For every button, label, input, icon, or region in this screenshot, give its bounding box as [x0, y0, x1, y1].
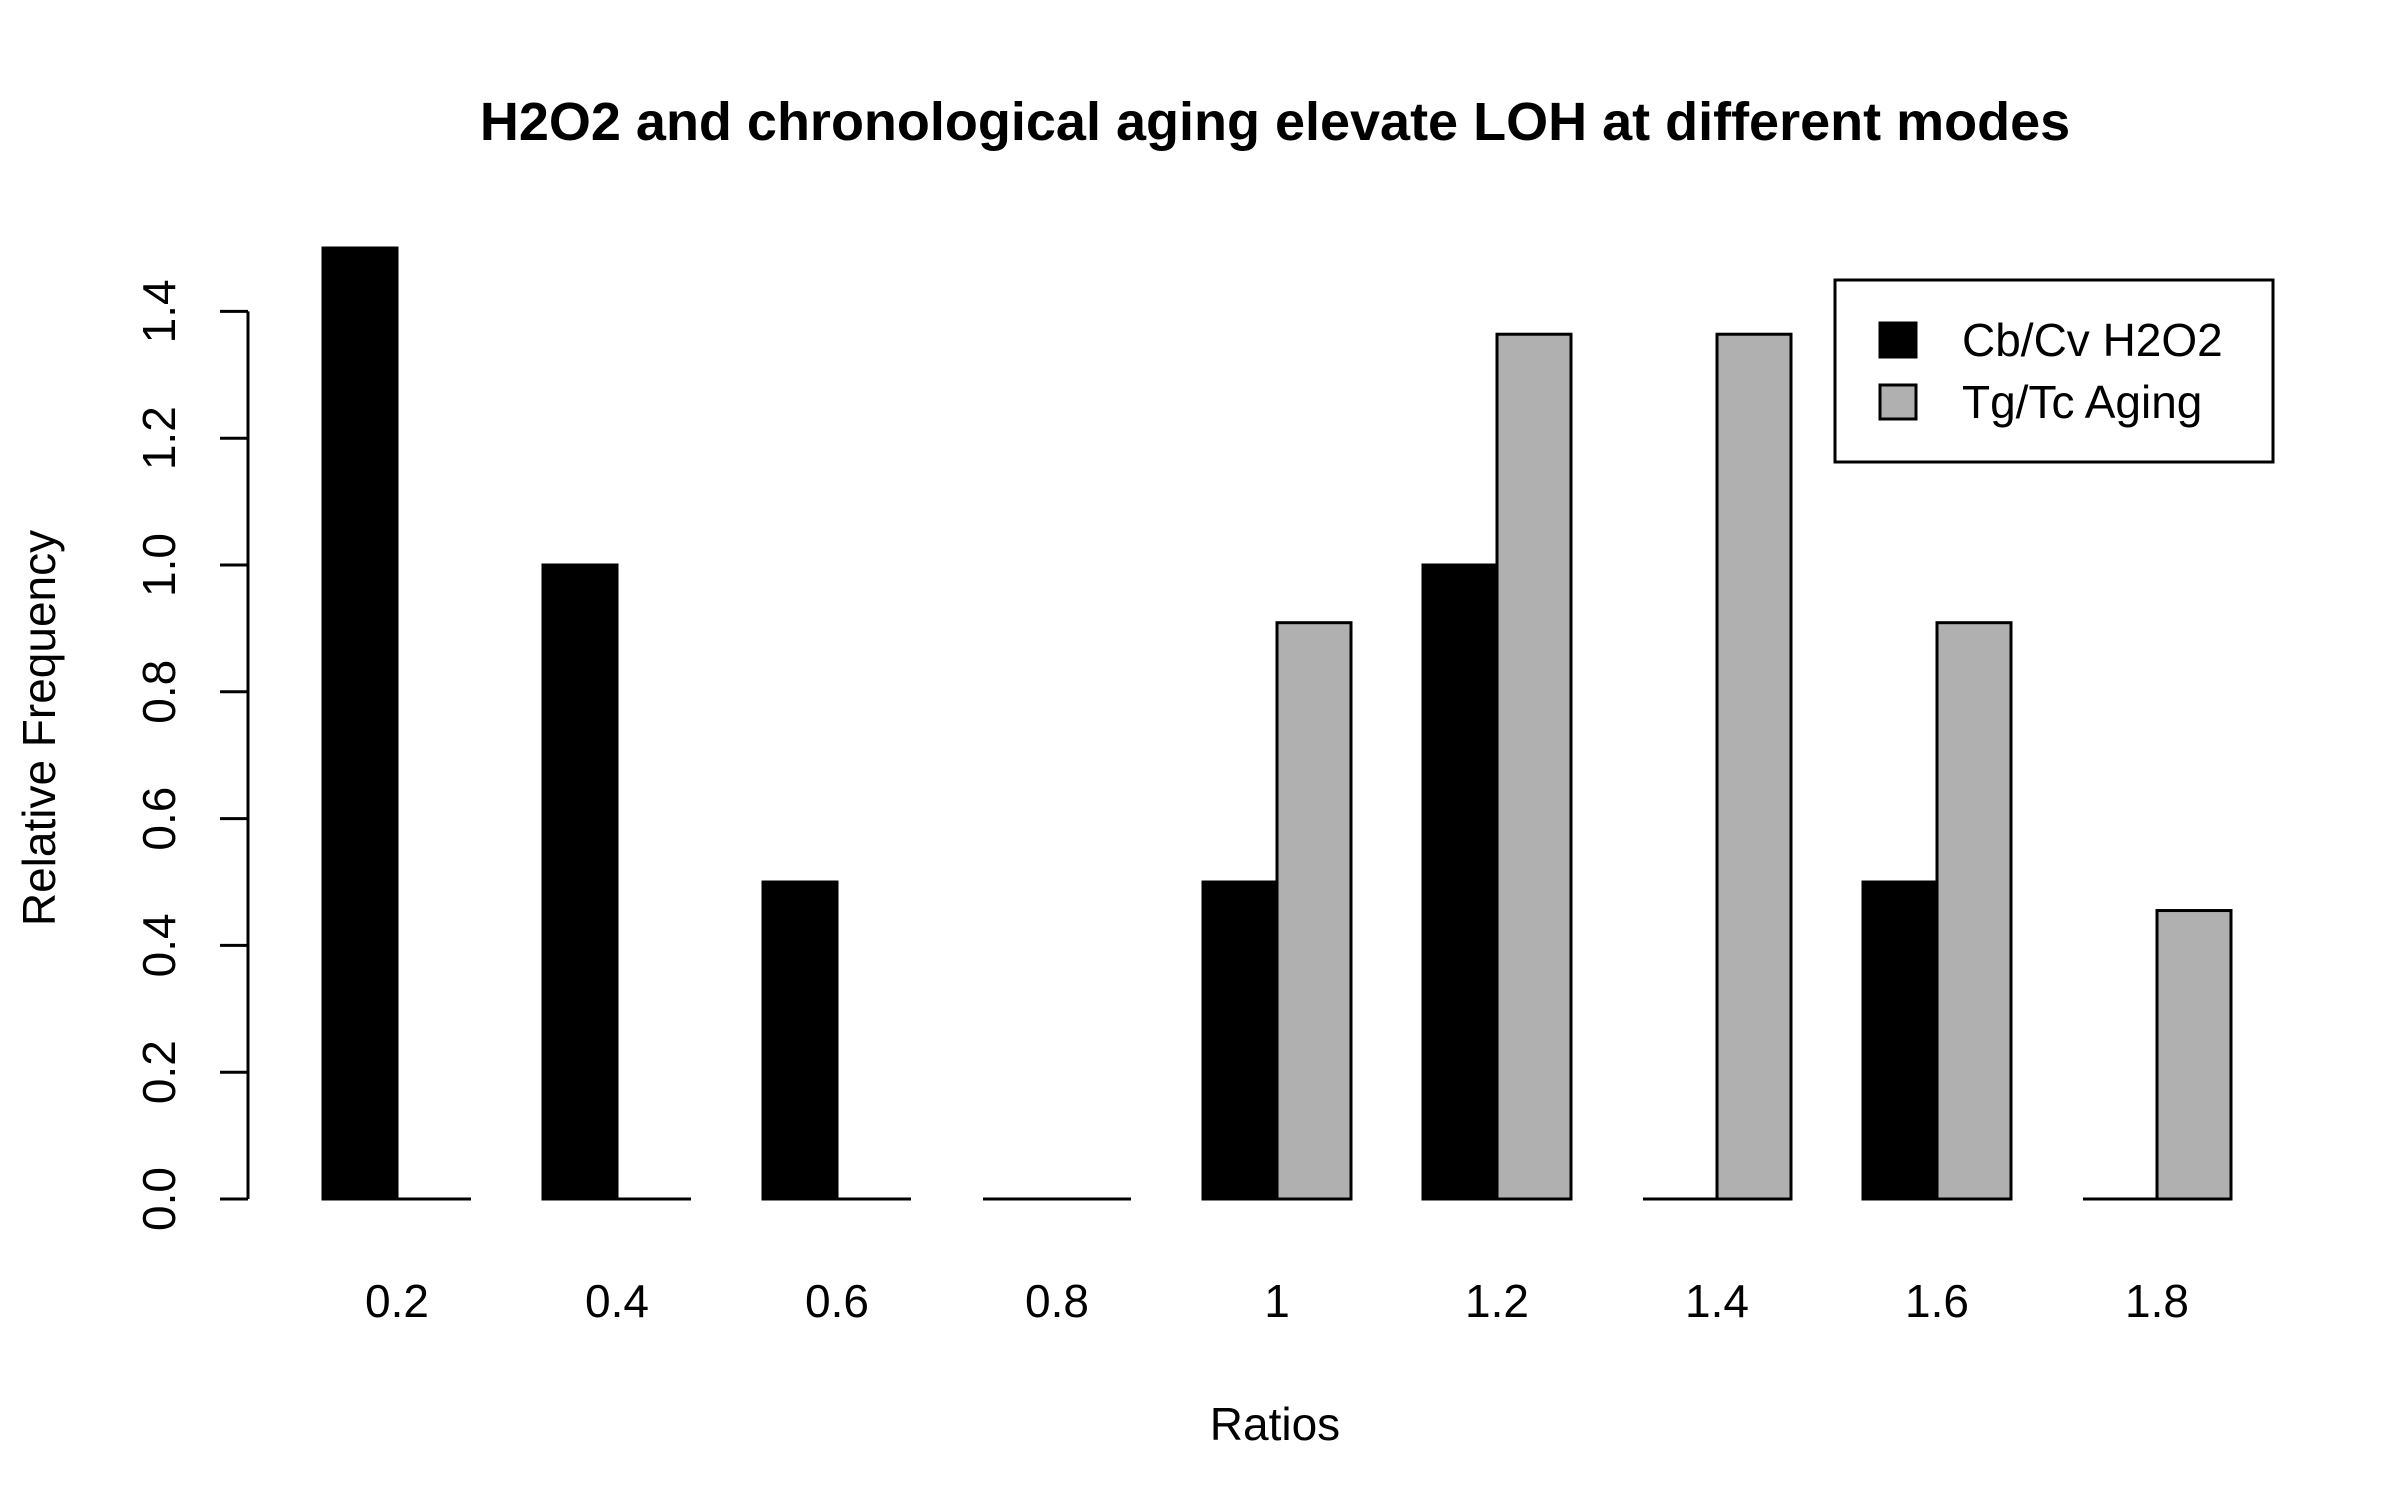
x-tick-label: 1.8 [2125, 1275, 2189, 1327]
bar [1275, 621, 1353, 1201]
y-tick-label: 0.8 [133, 660, 185, 724]
bar [1715, 332, 1793, 1201]
x-tick-label: 0.2 [365, 1275, 429, 1327]
bar [1201, 880, 1279, 1201]
bar [541, 563, 619, 1201]
legend-swatch [1878, 321, 1918, 359]
x-tick-label: 1 [1264, 1275, 1290, 1327]
x-tick-labels: 0.2 0.4 0.6 0.8 1 1.2 1.4 1.6 1.8 [365, 1275, 2189, 1327]
x-axis-label: Ratios [1210, 1398, 1340, 1450]
y-tick-label: 1.2 [133, 406, 185, 470]
y-tick-label: 0.2 [133, 1040, 185, 1104]
legend: Cb/Cv H2O2 Tg/Tc Aging [1833, 278, 2275, 464]
y-tick-label: 0.0 [133, 1167, 185, 1231]
y-tick-label: 0.4 [133, 913, 185, 977]
y-axis-label: Relative Frequency [13, 530, 65, 926]
bar [761, 880, 839, 1201]
bar [1861, 880, 1939, 1201]
legend-label: Tg/Tc Aging [1962, 376, 2202, 428]
x-tick-label: 0.4 [585, 1275, 649, 1327]
bar [1935, 621, 2013, 1201]
x-tick-label: 1.2 [1465, 1275, 1529, 1327]
bar [2155, 909, 2233, 1201]
y-axis: 0.0 0.2 0.4 0.6 0.8 1.0 1.2 1.4 [133, 279, 250, 1231]
legend-swatch [1878, 383, 1918, 421]
x-tick-label: 1.6 [1905, 1275, 1969, 1327]
x-tick-label: 0.8 [1025, 1275, 1089, 1327]
legend-label: Cb/Cv H2O2 [1962, 314, 2223, 366]
chart-title: H2O2 and chronological aging elevate LOH… [480, 92, 2070, 152]
y-tick-label: 1.0 [133, 533, 185, 597]
y-tick-label: 1.4 [133, 279, 185, 343]
bar [1421, 563, 1499, 1201]
bars-group [321, 246, 2233, 1201]
x-tick-label: 1.4 [1685, 1275, 1749, 1327]
bar [1495, 332, 1573, 1201]
y-tick-label: 0.6 [133, 787, 185, 851]
bar [321, 246, 399, 1201]
x-tick-label: 0.6 [805, 1275, 869, 1327]
legend-box [1833, 278, 2275, 464]
